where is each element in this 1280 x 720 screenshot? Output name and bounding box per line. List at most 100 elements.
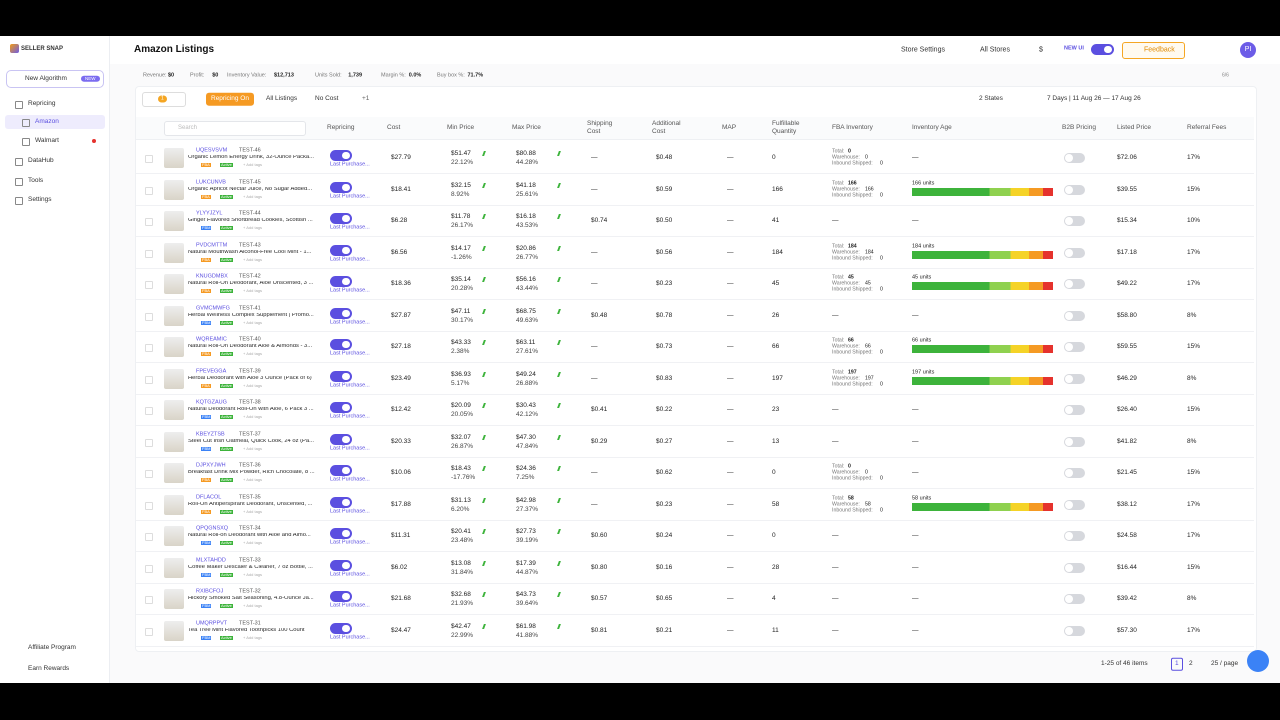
row-checkbox[interactable] xyxy=(145,470,153,479)
repricing-rule[interactable]: Last Purchase... xyxy=(330,602,370,609)
add-tags[interactable]: + Add tags xyxy=(243,508,263,514)
repricing-rule[interactable]: Last Purchase... xyxy=(330,161,370,168)
b2b-toggle[interactable] xyxy=(1064,247,1085,258)
asin[interactable]: UQESVSVM xyxy=(196,147,228,154)
asin[interactable]: DFLACOL xyxy=(196,494,222,501)
column-header[interactable]: Cost xyxy=(387,123,401,131)
repricing-toggle[interactable] xyxy=(330,213,352,225)
avatar[interactable]: PI xyxy=(1240,42,1256,58)
asin[interactable]: FPEVEGGA xyxy=(196,367,227,374)
column-header[interactable]: MAP xyxy=(722,123,737,131)
all-stores[interactable]: All Stores xyxy=(980,46,1010,54)
asin[interactable]: WQREAMIC xyxy=(196,336,227,343)
repricing-toggle[interactable] xyxy=(330,276,352,288)
add-tags[interactable]: + Add tags xyxy=(243,162,263,167)
b2b-toggle[interactable] xyxy=(1064,625,1085,636)
sidebar-footer-link[interactable]: Affiliate Program xyxy=(28,643,76,651)
repricing-rule[interactable]: Last Purchase... xyxy=(330,539,370,546)
nav-item[interactable]: Settings xyxy=(28,195,52,203)
repricing-toggle[interactable] xyxy=(330,244,352,256)
row-checkbox[interactable] xyxy=(145,438,153,447)
repricing-rule[interactable]: Last Purchase... xyxy=(330,192,370,199)
column-header[interactable]: B2B Pricing xyxy=(1062,123,1096,131)
repricing-toggle[interactable] xyxy=(330,150,352,161)
row-checkbox[interactable] xyxy=(145,281,153,290)
b2b-toggle[interactable] xyxy=(1064,342,1085,353)
nav-item[interactable]: Amazon xyxy=(35,117,59,125)
b2b-toggle[interactable] xyxy=(1064,184,1085,195)
b2b-toggle[interactable] xyxy=(1064,405,1085,416)
repricing-toggle[interactable] xyxy=(330,307,352,319)
row-checkbox[interactable] xyxy=(145,407,153,416)
repricing-rule[interactable]: Last Purchase... xyxy=(330,318,370,325)
row-checkbox[interactable] xyxy=(145,533,153,542)
page-button[interactable]: 2 xyxy=(1189,659,1193,667)
asin[interactable]: YLYYJZYL xyxy=(196,210,223,217)
repricing-toggle[interactable] xyxy=(330,181,352,193)
add-tags[interactable]: + Add tags xyxy=(243,193,263,199)
chat-button[interactable] xyxy=(1247,650,1269,672)
nav-item[interactable]: Repricing xyxy=(28,99,56,107)
filter-tab[interactable]: No Cost xyxy=(315,94,339,102)
repricing-toggle[interactable] xyxy=(330,496,352,508)
filter-tab[interactable]: All Listings xyxy=(266,94,298,102)
sidebar-footer-link[interactable]: Earn Rewards xyxy=(28,664,70,672)
row-checkbox[interactable] xyxy=(145,564,153,573)
repricing-rule[interactable]: Last Purchase... xyxy=(330,413,370,420)
repricing-rule[interactable]: Last Purchase... xyxy=(330,350,370,357)
asin[interactable]: KBEYZTSB xyxy=(196,431,225,438)
search-box[interactable] xyxy=(164,121,306,136)
add-tags[interactable]: + Add tags xyxy=(243,445,263,451)
repricing-rule[interactable]: Last Purchase... xyxy=(330,445,370,452)
repricing-toggle[interactable] xyxy=(330,370,352,382)
b2b-toggle[interactable] xyxy=(1064,468,1085,479)
more-filters[interactable]: +1 xyxy=(362,94,370,102)
column-header[interactable]: Fulfillable Quantity xyxy=(772,119,800,135)
column-header[interactable]: Min Price xyxy=(447,123,475,131)
row-checkbox[interactable] xyxy=(145,344,153,353)
asin[interactable]: QPQGNSXQ xyxy=(196,525,229,532)
column-header[interactable]: FBA Inventory xyxy=(832,123,873,131)
new-algorithm-button[interactable] xyxy=(6,70,104,88)
repricing-rule[interactable]: Last Purchase... xyxy=(330,224,370,231)
date-range[interactable]: 7 Days | 11 Aug 26 — 17 Aug 26 xyxy=(1047,94,1141,102)
row-checkbox[interactable] xyxy=(145,501,153,510)
repricing-rule[interactable]: Last Purchase... xyxy=(330,508,370,515)
row-checkbox[interactable] xyxy=(145,249,153,258)
column-header[interactable]: Referral Fees xyxy=(1187,123,1227,131)
asin[interactable]: RXIBCFOJ xyxy=(196,588,224,595)
asin[interactable]: LUKCUNVB xyxy=(196,178,226,185)
states-dropdown[interactable]: 2 States xyxy=(979,94,1003,102)
b2b-toggle[interactable] xyxy=(1064,594,1085,605)
b2b-toggle[interactable] xyxy=(1064,436,1085,447)
add-tags[interactable]: + Add tags xyxy=(243,634,263,640)
repricing-toggle[interactable] xyxy=(330,528,352,540)
add-tags[interactable]: + Add tags xyxy=(243,351,263,357)
repricing-toggle[interactable] xyxy=(330,465,352,477)
add-tags[interactable]: + Add tags xyxy=(243,414,263,420)
add-tags[interactable]: + Add tags xyxy=(243,477,263,483)
asin[interactable]: MLXTAHDD xyxy=(196,557,226,564)
new-ui-toggle[interactable] xyxy=(1091,44,1114,55)
repricing-toggle[interactable] xyxy=(330,591,352,603)
row-checkbox[interactable] xyxy=(145,596,153,605)
repricing-rule[interactable]: Last Purchase... xyxy=(330,381,370,388)
nav-item[interactable]: DataHub xyxy=(28,156,54,164)
add-tags[interactable]: + Add tags xyxy=(243,256,263,262)
repricing-rule[interactable]: Last Purchase... xyxy=(330,634,370,641)
asin[interactable]: DJPXYJWH xyxy=(196,462,226,469)
asin[interactable]: PVDCMTTM xyxy=(196,241,228,248)
row-checkbox[interactable] xyxy=(145,218,153,227)
repricing-rule[interactable]: Last Purchase... xyxy=(330,255,370,262)
repricing-toggle[interactable] xyxy=(330,402,352,414)
column-header[interactable]: Shipping Cost xyxy=(587,119,613,135)
asin[interactable]: KNUGDMBX xyxy=(196,273,228,280)
b2b-toggle[interactable] xyxy=(1064,153,1085,163)
row-checkbox[interactable] xyxy=(145,375,153,384)
add-tags[interactable]: + Add tags xyxy=(243,319,263,325)
feedback-button[interactable] xyxy=(1122,42,1185,59)
nav-item[interactable]: Walmart xyxy=(35,136,59,144)
column-header[interactable]: Repricing xyxy=(327,123,355,131)
asin[interactable]: KQTGZAUG xyxy=(196,399,227,406)
asin[interactable]: GVMCMWFG xyxy=(196,304,230,311)
